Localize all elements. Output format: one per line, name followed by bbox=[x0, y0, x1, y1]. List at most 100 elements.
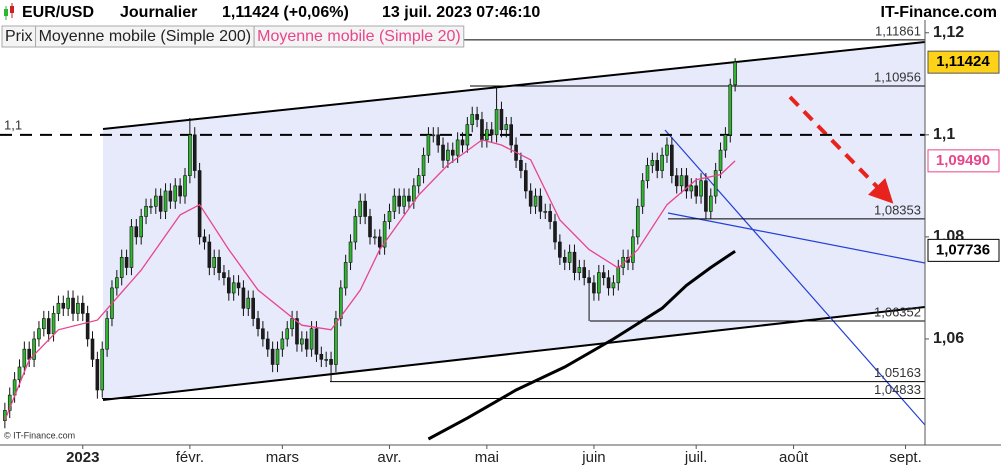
candle-body bbox=[713, 170, 718, 197]
candle-body bbox=[679, 175, 684, 187]
quote: 1,11424 (+0,06%) bbox=[222, 4, 349, 21]
candle-body bbox=[387, 211, 392, 222]
candle-body bbox=[416, 175, 421, 187]
candle-body bbox=[168, 190, 173, 202]
candle-body bbox=[144, 205, 148, 217]
candle-body bbox=[348, 241, 353, 263]
candle-body bbox=[353, 216, 358, 243]
candle-body bbox=[71, 297, 75, 314]
price-tag-label: 1,11424 bbox=[936, 53, 990, 70]
candle-body bbox=[606, 277, 611, 289]
candle-body bbox=[76, 302, 80, 314]
candle-body bbox=[304, 338, 309, 350]
candle-body bbox=[397, 195, 402, 207]
candle-body bbox=[553, 221, 557, 243]
copyright: © IT-Finance.com bbox=[4, 430, 75, 440]
channel-top bbox=[102, 41, 925, 130]
candle-body bbox=[601, 272, 606, 279]
x-tick-label: avr. bbox=[377, 449, 401, 466]
candle-body bbox=[402, 195, 406, 207]
y-tick-label: 1,12 bbox=[933, 24, 964, 41]
candle-body bbox=[285, 328, 290, 340]
candle-body bbox=[392, 195, 397, 212]
candle-body bbox=[670, 144, 674, 176]
candle-body bbox=[178, 185, 182, 197]
candle-body bbox=[280, 338, 285, 350]
candle-body bbox=[217, 257, 221, 273]
candle-body bbox=[475, 114, 479, 120]
ref-label: 1,1 bbox=[4, 117, 22, 132]
candle-body bbox=[567, 251, 572, 263]
candle-body bbox=[32, 338, 36, 360]
candle-body bbox=[485, 129, 489, 141]
candle-body bbox=[480, 119, 484, 141]
plot-area bbox=[0, 39, 925, 441]
candle-body bbox=[202, 236, 207, 243]
candle-body bbox=[173, 185, 178, 202]
candle-body bbox=[650, 160, 655, 166]
legend-label: Moyenne mobile (Simple 200) bbox=[39, 28, 252, 45]
site: IT-Finance.com bbox=[881, 4, 997, 21]
legend-label: Moyenne mobile (Simple 20) bbox=[257, 28, 461, 45]
candle-body bbox=[728, 84, 733, 136]
candle-body bbox=[460, 139, 465, 146]
candle-body bbox=[256, 318, 260, 330]
candle-body bbox=[105, 318, 109, 350]
channel-bottom bbox=[102, 306, 925, 401]
logo-icon bbox=[4, 3, 14, 20]
candle-body bbox=[523, 170, 528, 192]
candle-body bbox=[115, 277, 119, 289]
symbol: EUR/USD bbox=[22, 4, 94, 21]
candle-body bbox=[100, 348, 105, 391]
arrow bbox=[788, 95, 894, 204]
candle-body bbox=[504, 124, 509, 131]
candle-body bbox=[665, 144, 669, 156]
candle-body bbox=[212, 257, 217, 268]
candle-body bbox=[382, 221, 387, 248]
candle-body bbox=[368, 216, 372, 238]
candle-body bbox=[207, 241, 212, 268]
candle-body bbox=[635, 205, 640, 238]
candle-body bbox=[538, 195, 543, 212]
candle-body bbox=[489, 129, 494, 136]
candle-body bbox=[300, 338, 304, 345]
candle-body bbox=[733, 61, 737, 86]
candle-body bbox=[533, 195, 538, 207]
candle-body bbox=[597, 272, 601, 294]
candle-body bbox=[192, 134, 197, 171]
candle-body bbox=[455, 139, 460, 156]
y-tick-label: 1,06 bbox=[933, 330, 964, 347]
candle-body bbox=[689, 185, 694, 192]
candle-body bbox=[314, 328, 319, 355]
candle-body bbox=[708, 195, 713, 212]
candle-body bbox=[343, 262, 348, 289]
candle-body bbox=[543, 211, 548, 213]
candle-body bbox=[270, 348, 275, 365]
level-label: 1,05163 bbox=[874, 365, 921, 380]
candle-body bbox=[499, 109, 504, 131]
candle-body bbox=[519, 160, 523, 171]
candle-body bbox=[188, 134, 192, 176]
candle-body bbox=[640, 180, 645, 207]
candle-body bbox=[548, 211, 552, 222]
candle-body bbox=[704, 180, 708, 212]
candle-body bbox=[718, 149, 723, 171]
candle-body bbox=[645, 165, 650, 182]
candle-body bbox=[227, 277, 231, 294]
level-label: 1,04833 bbox=[874, 382, 921, 397]
price-tag-box bbox=[927, 238, 1000, 262]
candle-body bbox=[528, 190, 533, 207]
candle-body bbox=[251, 297, 255, 319]
candle-body bbox=[22, 348, 27, 368]
candle-body bbox=[446, 149, 450, 161]
candle-body bbox=[674, 175, 679, 187]
candle-body bbox=[572, 251, 577, 273]
price-tag-label: 1,07736 bbox=[936, 241, 990, 258]
candle-body bbox=[80, 302, 85, 314]
candle-body bbox=[290, 318, 294, 330]
datetime: 13 juil. 2023 07:46:10 bbox=[382, 4, 540, 21]
candle-body bbox=[158, 195, 163, 212]
legend-box bbox=[253, 25, 465, 48]
x-tick-label: 2023 bbox=[66, 449, 99, 466]
candle-body bbox=[441, 144, 445, 161]
